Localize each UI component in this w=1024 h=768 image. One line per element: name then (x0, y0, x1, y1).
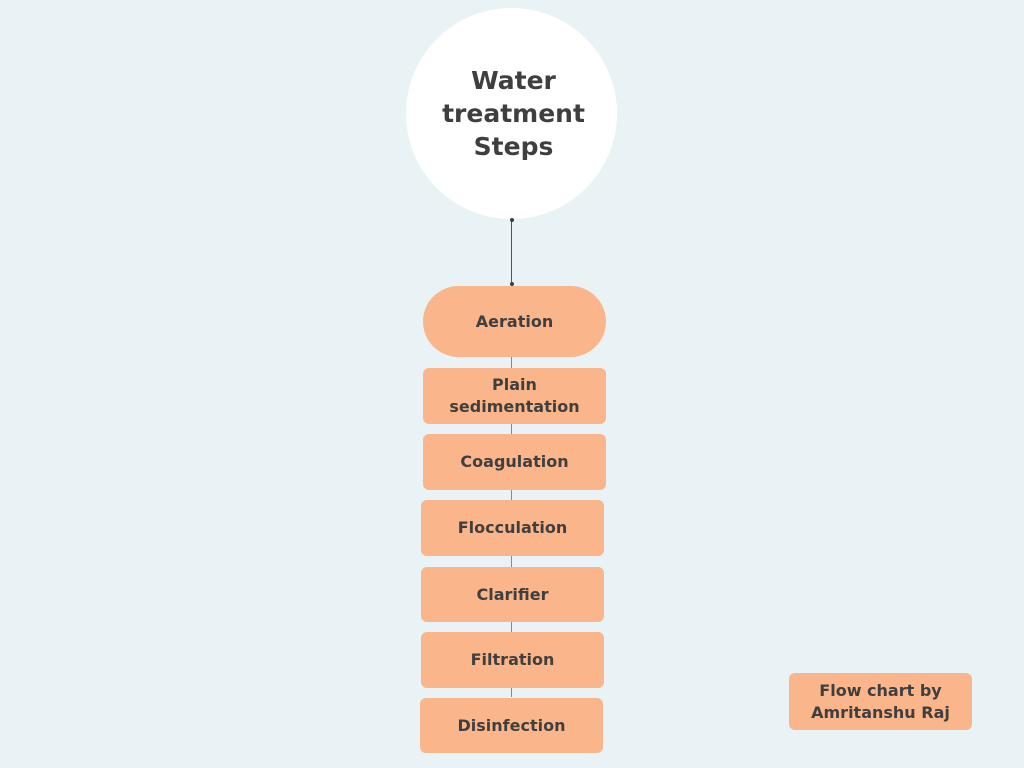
step-aeration: Aeration (423, 286, 606, 357)
step-filtration: Filtration (421, 632, 604, 688)
step-clarifier: Clarifier (421, 567, 604, 622)
connector-end-dot (510, 282, 514, 286)
credit-label: Flow chart by Amritanshu Raj (789, 673, 972, 730)
connector-start-dot (510, 218, 514, 222)
title-connector (511, 220, 512, 284)
diagram-title: Water treatment Steps (442, 66, 585, 161)
title-node: Water treatment Steps (406, 8, 617, 219)
step-plain-sedimentation: Plain sedimentation (423, 368, 606, 424)
step-flocculation: Flocculation (421, 500, 604, 556)
step-disinfection: Disinfection (420, 698, 603, 753)
step-coagulation: Coagulation (423, 434, 606, 490)
